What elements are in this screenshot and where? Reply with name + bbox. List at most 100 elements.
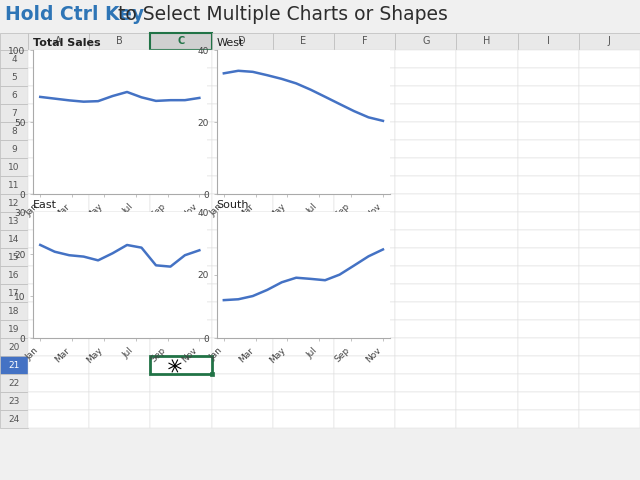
Bar (0, 302, 28, 320)
Bar (273, 86, 334, 104)
Bar (89, 374, 150, 392)
Bar (28, 284, 89, 302)
Text: 11: 11 (8, 180, 20, 190)
Bar (28, 266, 89, 284)
Bar (579, 50, 640, 68)
Bar (273, 194, 334, 212)
Text: 21: 21 (8, 360, 20, 370)
Bar (396, 410, 456, 428)
Bar (210, 372, 214, 376)
Bar (150, 230, 212, 248)
Text: 13: 13 (8, 216, 20, 226)
Bar (273, 410, 334, 428)
Bar (89, 50, 150, 68)
Bar (273, 320, 334, 338)
Bar (0, 33, 28, 50)
Bar (273, 104, 334, 122)
Bar (212, 284, 273, 302)
Bar (273, 374, 334, 392)
Bar (456, 338, 518, 356)
Text: D: D (238, 36, 246, 47)
Bar (579, 104, 640, 122)
Bar (212, 176, 273, 194)
Bar (518, 410, 579, 428)
Bar (396, 86, 456, 104)
Bar (0, 248, 28, 266)
Text: 4: 4 (11, 55, 17, 63)
Text: 20: 20 (8, 343, 20, 351)
Bar (579, 302, 640, 320)
Bar (212, 320, 273, 338)
Bar (212, 194, 273, 212)
Bar (396, 302, 456, 320)
Bar (0, 194, 28, 212)
Bar (518, 374, 579, 392)
Bar (456, 50, 518, 68)
Bar (212, 392, 273, 410)
Bar (89, 248, 150, 266)
Bar (0, 86, 28, 104)
Bar (579, 33, 640, 50)
Bar (396, 320, 456, 338)
Bar (212, 356, 273, 374)
Bar (518, 392, 579, 410)
Bar (0, 212, 28, 230)
Bar (334, 140, 396, 158)
Text: 6: 6 (11, 91, 17, 99)
Bar (212, 158, 273, 176)
Bar (28, 302, 89, 320)
Text: 12: 12 (8, 199, 20, 207)
Bar (89, 302, 150, 320)
Bar (396, 266, 456, 284)
Bar (28, 104, 89, 122)
Bar (334, 392, 396, 410)
Bar (518, 266, 579, 284)
Bar (456, 230, 518, 248)
Bar (396, 158, 456, 176)
Bar (89, 356, 150, 374)
Text: 8: 8 (11, 127, 17, 135)
Bar (456, 356, 518, 374)
Bar (518, 212, 579, 230)
Bar (28, 68, 89, 86)
Bar (334, 338, 396, 356)
Bar (0, 266, 28, 284)
Bar (212, 104, 273, 122)
Bar (518, 194, 579, 212)
Bar (28, 194, 89, 212)
Bar (150, 194, 212, 212)
Bar (28, 86, 89, 104)
Bar (396, 230, 456, 248)
Bar (456, 86, 518, 104)
Bar (579, 158, 640, 176)
Bar (273, 140, 334, 158)
Text: J: J (608, 36, 611, 47)
Text: B: B (116, 36, 123, 47)
Bar (334, 86, 396, 104)
Bar (150, 356, 212, 374)
Bar (212, 33, 273, 50)
Bar (273, 392, 334, 410)
Text: 9: 9 (11, 144, 17, 154)
Bar (89, 284, 150, 302)
Bar (150, 68, 212, 86)
Bar (89, 104, 150, 122)
Bar (0, 392, 28, 410)
Bar (28, 248, 89, 266)
Bar (0, 158, 28, 176)
Text: E: E (300, 36, 307, 47)
Bar (0, 374, 28, 392)
Bar (396, 68, 456, 86)
Bar (0, 230, 28, 248)
Bar (579, 374, 640, 392)
Bar (150, 50, 212, 68)
Bar (0, 356, 28, 374)
Bar (334, 122, 396, 140)
Bar (334, 33, 396, 50)
Bar (456, 194, 518, 212)
Bar (150, 338, 212, 356)
Bar (396, 33, 456, 50)
Bar (518, 33, 579, 50)
Bar (273, 266, 334, 284)
Text: 17: 17 (8, 288, 20, 298)
